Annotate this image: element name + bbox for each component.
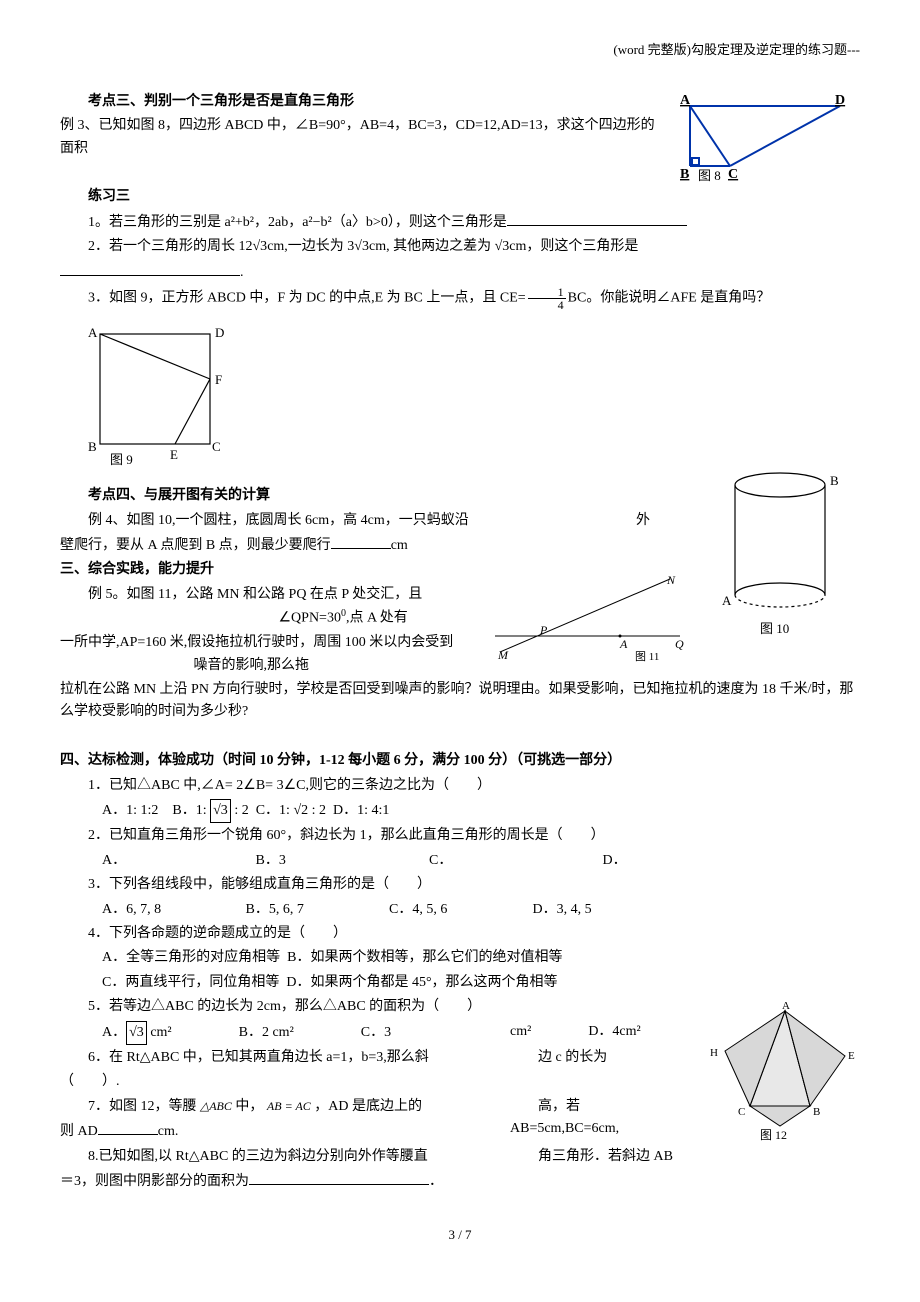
svg-text:A: A [680,93,691,108]
svg-text:D: D [215,325,224,340]
svg-text:图 8: 图 8 [698,168,721,183]
example-4-line1: 例 4、如图 10,一个圆柱，底圆周长 6cm，高 4cm，一只蚂蚁沿 外 [60,510,860,532]
svg-text:B: B [830,473,839,488]
svg-text:图 10: 图 10 [760,621,789,636]
svg-text:C: C [212,439,221,454]
page-footer: 3 / 7 [60,1225,860,1246]
q2: 2．已知直角三角形一个锐角 60°，斜边长为 1，那么此直角三角形的周长是（ ） [60,825,860,847]
svg-text:N: N [666,574,676,587]
example-5-line3: 拉机在公路 MN 上沿 PN 方向行驶时，学校是否回受到噪声的影响？说明理由。如… [60,679,860,724]
svg-text:F: F [215,372,222,387]
svg-text:B: B [680,167,689,182]
svg-text:B: B [88,439,97,454]
svg-text:图 9: 图 9 [110,452,133,467]
q3: 3．下列各组线段中，能够组成直角三角形的是（ ） [60,874,860,896]
figure-8: A D B C 图 8 [670,86,860,194]
svg-text:A: A [782,1001,790,1012]
svg-text:M: M [497,648,509,662]
figure-11: N P A Q M 图 11 [480,574,690,672]
p3-q3: 3．如图 9，正方形 ABCD 中，F 为 DC 的中点,E 为 BC 上一点，… [60,286,860,311]
q3-options: A．6, 7, 8 B．5, 6, 7 C．4, 5, 6 D．3, 4, 5 [102,899,860,921]
page-header: (word 完整版)勾股定理及逆定理的练习题--- [60,40,860,61]
q8-line2: ＝3，则图中阴影部分的面积为． [60,1170,860,1193]
p3-q2-blank: . [60,261,860,284]
svg-text:H: H [710,1047,718,1059]
figure-10: B A 图 10 [700,465,860,648]
q4-options-cd: C．两直线平行，同位角相等 D．如果两个角都是 45°，那么这两个角相等 [102,972,860,994]
svg-text:C: C [728,167,738,182]
p3-q1: 1。若三角形的三别是 a²+b²，2ab，a²−b²（a〉b>0），则这个三角形… [60,211,860,234]
heading-4: 四、达标检测，体验成功（时间 10 分钟，1-12 每小题 6 分，满分 100… [60,750,860,772]
figure-12: A E H C B 图 12 [700,1001,860,1149]
svg-text:P: P [539,623,548,637]
p3-q2: 2．若一个三角形的周长 12√3cm,一边长为 3√3cm, 其他两边之差为 √… [60,236,860,258]
q1: 1．已知△ABC 中,∠A= 2∠B= 3∠C,则它的三条边之比为（ ） [60,775,860,797]
svg-text:E: E [848,1050,855,1062]
q4-options-ab: A．全等三角形的对应角相等 B．如果两个数相等，那么它们的绝对值相等 [102,947,860,969]
svg-text:A: A [619,637,628,651]
q2-options: A． B．3 C． D． [102,850,860,872]
svg-text:C: C [738,1106,745,1118]
figure-9: A D B C F E 图 9 [80,319,860,477]
svg-text:E: E [170,447,178,462]
svg-text:图 11: 图 11 [635,650,659,663]
q1-options: A．1: 1:2 B．1: √3 : 2 C．1: √2 : 2 D．1: 4:… [102,799,860,823]
svg-text:D: D [835,93,845,108]
svg-text:A: A [722,593,732,608]
svg-text:图 12: 图 12 [760,1128,787,1141]
svg-text:B: B [813,1106,820,1118]
svg-text:Q: Q [675,637,684,651]
q4: 4．下列各命题的逆命题成立的是（ ） [60,923,860,945]
svg-text:A: A [88,325,98,340]
